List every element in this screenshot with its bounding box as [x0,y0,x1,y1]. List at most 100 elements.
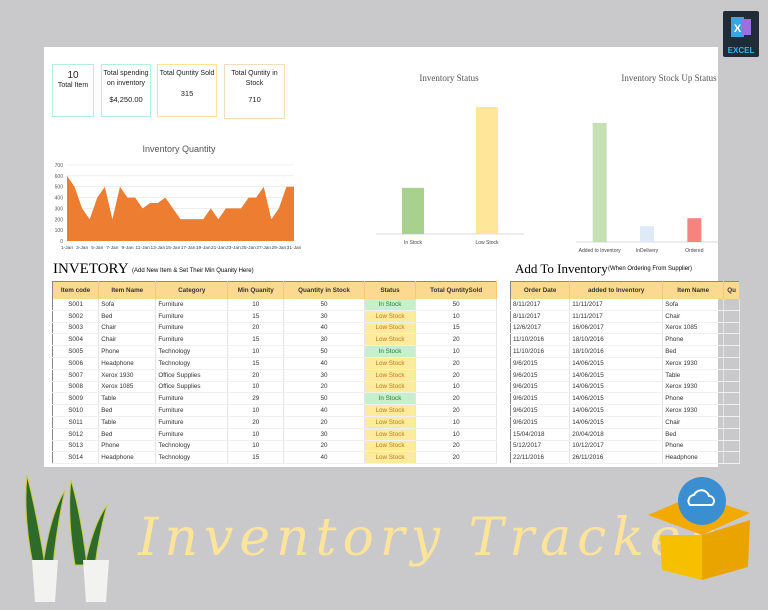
column-header[interactable]: Quantity in Stock [283,281,365,299]
table-cell[interactable]: 14/06/2015 [569,369,664,382]
table-cell[interactable]: 50 [283,345,365,358]
table-cell[interactable]: Bed [98,404,157,417]
table-cell[interactable]: Furniture [155,392,229,406]
table-cell[interactable]: 50 [415,298,497,311]
table-cell[interactable]: Xerox 1930 [662,357,725,370]
table-cell[interactable]: Phone [98,345,157,358]
table-cell[interactable]: S007 [52,369,100,382]
table-cell[interactable]: 9/6/2015 [510,392,571,406]
table-cell[interactable]: 20/04/2018 [569,428,664,441]
table-cell[interactable] [723,310,740,323]
table-cell[interactable]: In Stock [364,392,417,406]
table-cell[interactable]: 15 [227,451,285,465]
table-cell[interactable]: 29 [227,392,285,406]
table-cell[interactable] [723,392,740,406]
table-cell[interactable]: 9/6/2015 [510,381,571,394]
table-cell[interactable] [723,333,740,347]
table-cell[interactable]: Chair [98,333,157,347]
table-cell[interactable]: 30 [283,369,365,382]
table-cell[interactable]: 14/06/2015 [569,357,664,370]
table-cell[interactable]: 16/06/2017 [569,322,664,335]
table-cell[interactable]: S009 [52,392,100,406]
table-cell[interactable]: 20 [227,369,285,382]
table-cell[interactable]: Phone [662,392,725,406]
table-cell[interactable]: Furniture [155,333,229,347]
table-cell[interactable] [723,440,740,453]
table-cell[interactable]: S012 [52,428,100,441]
column-header[interactable]: Total QuntitySold [415,281,497,299]
table-cell[interactable]: 30 [283,310,365,323]
table-cell[interactable]: Furniture [155,428,229,441]
table-cell[interactable]: 50 [283,392,365,406]
table-cell[interactable]: 14/06/2015 [569,392,664,406]
table-cell[interactable]: Low Stock [364,451,417,465]
table-cell[interactable] [723,357,740,370]
column-header[interactable]: Status [364,281,417,299]
table-cell[interactable]: Furniture [155,298,229,311]
table-cell[interactable]: In Stock [364,345,417,358]
table-cell[interactable]: Headphone [662,451,725,465]
column-header[interactable]: Order Date [510,281,571,299]
table-cell[interactable]: 14/06/2015 [569,381,664,394]
table-cell[interactable]: Office Supplies [155,369,229,382]
table-cell[interactable]: 26/11/2016 [569,451,664,465]
table-cell[interactable]: 11/10/2016 [510,333,571,347]
table-cell[interactable]: 9/6/2015 [510,369,571,382]
table-cell[interactable]: 9/6/2015 [510,357,571,370]
table-cell[interactable]: Low Stock [364,357,417,370]
table-cell[interactable]: Furniture [155,322,229,335]
table-cell[interactable]: Low Stock [364,416,417,429]
table-cell[interactable]: 18/10/2016 [569,333,664,347]
table-cell[interactable]: Headphone [98,451,157,465]
table-cell[interactable] [723,451,740,465]
table-cell[interactable]: Table [662,369,725,382]
table-cell[interactable]: Furniture [155,404,229,417]
table-cell[interactable]: Bed [662,345,725,358]
table-cell[interactable]: Chair [662,416,725,429]
table-cell[interactable]: 20 [227,322,285,335]
table-cell[interactable]: Phone [662,333,725,347]
table-cell[interactable]: 15 [227,333,285,347]
table-cell[interactable]: 8/11/2017 [510,310,571,323]
table-cell[interactable]: Xerox 1085 [98,381,157,394]
table-cell[interactable]: 20 [227,416,285,429]
table-cell[interactable]: 11/11/2017 [569,298,664,311]
column-header[interactable]: Item Name [98,281,157,299]
table-cell[interactable]: Sofa [98,298,157,311]
table-cell[interactable]: 10 [415,345,497,358]
table-cell[interactable]: Technology [155,440,229,453]
table-cell[interactable]: 20 [283,440,365,453]
table-cell[interactable]: S001 [52,298,100,311]
table-cell[interactable]: 20 [415,392,497,406]
table-cell[interactable]: S011 [52,416,100,429]
table-cell[interactable]: 15 [227,357,285,370]
table-cell[interactable]: S008 [52,381,100,394]
table-cell[interactable]: Phone [662,440,725,453]
table-cell[interactable]: S010 [52,404,100,417]
table-cell[interactable]: Low Stock [364,381,417,394]
table-cell[interactable]: Table [98,392,157,406]
table-cell[interactable]: 15 [415,322,497,335]
table-cell[interactable]: 10 [415,310,497,323]
table-cell[interactable]: Technology [155,345,229,358]
table-cell[interactable]: S002 [52,310,100,323]
table-cell[interactable]: 20 [415,369,497,382]
table-cell[interactable]: Headphone [98,357,157,370]
table-cell[interactable]: Low Stock [364,310,417,323]
table-cell[interactable]: 20 [283,381,365,394]
table-cell[interactable]: 14/06/2015 [569,404,664,417]
table-cell[interactable]: 40 [283,357,365,370]
table-cell[interactable]: 20 [415,404,497,417]
column-header[interactable]: Category [155,281,229,299]
table-cell[interactable]: Bed [98,428,157,441]
table-cell[interactable]: 22/11/2016 [510,451,571,465]
table-cell[interactable] [723,416,740,429]
table-cell[interactable]: 8/11/2017 [510,298,571,311]
table-cell[interactable]: Furniture [155,310,229,323]
table-cell[interactable]: Bed [98,310,157,323]
table-cell[interactable]: 9/6/2015 [510,416,571,429]
table-cell[interactable] [723,298,740,311]
column-header[interactable]: Item Name [662,281,725,299]
table-cell[interactable] [723,322,740,335]
table-cell[interactable]: 15/04/2018 [510,428,571,441]
